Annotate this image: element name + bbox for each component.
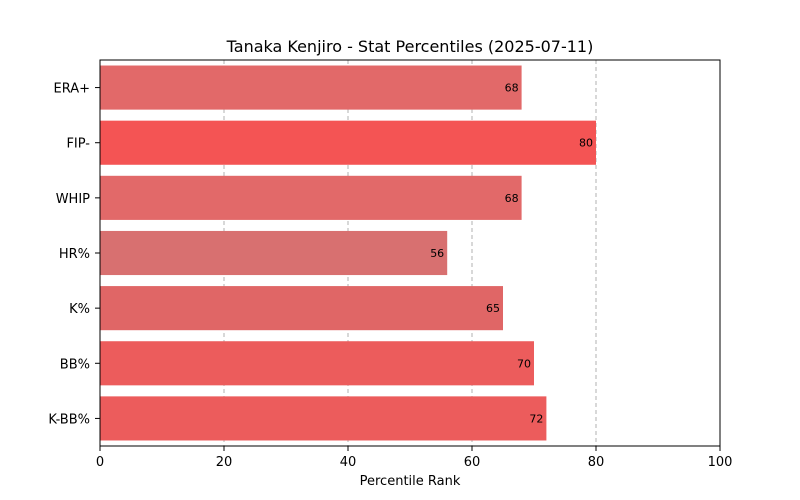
bar-era- [100, 65, 522, 110]
y-axis: ERA+ FIP- WHIP HR% K% BB% K-BB% [48, 82, 100, 427]
y-tick-label: ERA+ [53, 82, 90, 97]
bar-value-label: 80 [579, 137, 593, 150]
x-tick-label: 60 [464, 455, 481, 470]
y-tick-label: WHIP [56, 192, 90, 207]
x-tick-label: 0 [96, 455, 104, 470]
bars [100, 65, 596, 441]
x-tick-label: 100 [708, 455, 733, 470]
y-tick-label: BB% [60, 357, 90, 372]
bar-value-label: 65 [486, 302, 500, 315]
x-tick-label: 80 [588, 455, 605, 470]
y-tick-label: K% [69, 302, 90, 317]
bar-whip [100, 175, 522, 220]
bar-k-bb- [100, 396, 547, 441]
data-labels: 68 80 68 56 65 70 72 [430, 82, 593, 426]
chart-title: Tanaka Kenjiro - Stat Percentiles (2025-… [226, 37, 594, 56]
bar-value-label: 70 [517, 357, 531, 370]
y-tick-label: FIP- [66, 137, 90, 152]
bar-value-label: 68 [505, 192, 519, 205]
bar-value-label: 72 [529, 412, 543, 425]
bar-fip- [100, 120, 596, 165]
x-axis: 0 20 40 60 80 100 [96, 446, 733, 470]
bar-bb- [100, 341, 534, 386]
bar-value-label: 56 [430, 247, 444, 260]
bar-k- [100, 286, 503, 331]
bar-value-label: 68 [505, 82, 519, 95]
x-tick-label: 20 [216, 455, 233, 470]
x-axis-label: Percentile Rank [360, 474, 461, 489]
bar-hr- [100, 230, 448, 276]
x-tick-label: 40 [340, 455, 357, 470]
y-tick-label: K-BB% [48, 412, 90, 427]
y-tick-label: HR% [59, 247, 90, 262]
